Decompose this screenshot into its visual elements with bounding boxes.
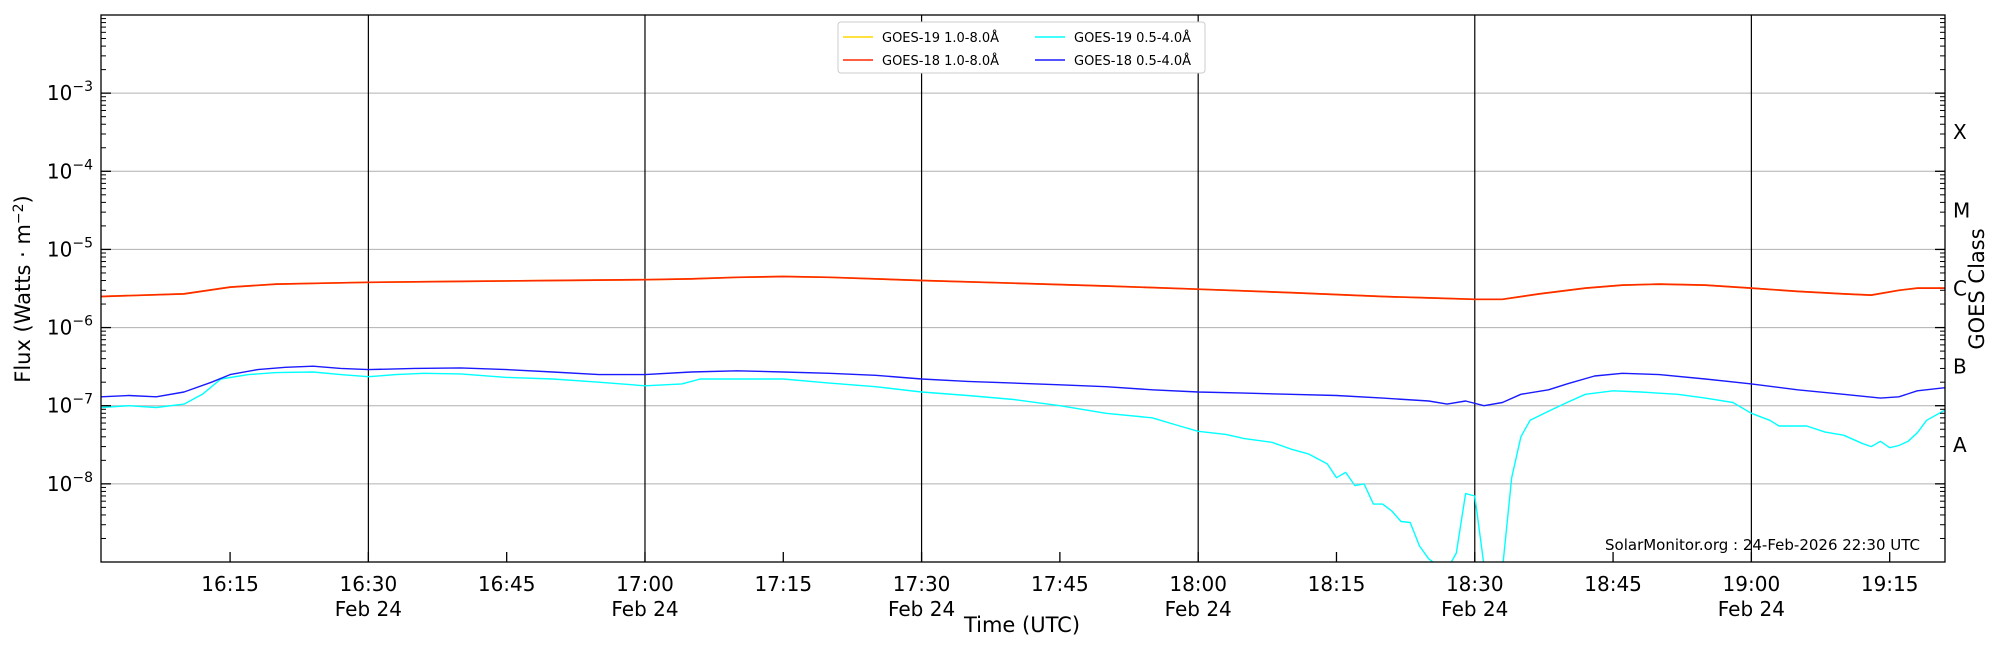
y-tick-exponent: −4 — [72, 157, 93, 173]
y-tick-label: 10−7 — [47, 392, 93, 418]
x-axis-title: Time (UTC) — [963, 613, 1080, 637]
y-tick-exponent: −3 — [72, 79, 93, 95]
y-tick-exponent: −5 — [72, 235, 93, 251]
legend-box — [837, 21, 1206, 74]
y-axis-ticks: 10−810−710−610−510−410−3 — [47, 18, 1945, 539]
watermark-text: SolarMonitor.org : 24-Feb-2026 22:30 UTC — [1605, 536, 1920, 554]
y-tick-base: 10 — [47, 159, 72, 183]
x-tick-date-label: Feb 24 — [1165, 597, 1232, 621]
y-tick-label: 10−3 — [47, 79, 93, 105]
y-tick-exponent: −7 — [72, 392, 93, 408]
series-line-3 — [101, 365, 1945, 407]
legend-label: GOES-19 0.5-4.0Å — [1074, 30, 1191, 46]
goes-class-label: B — [1953, 355, 1967, 379]
goes-class-label: A — [1953, 433, 1967, 457]
x-tick-label: 17:30 — [893, 572, 951, 596]
horizontal-gridlines — [101, 92, 1945, 485]
x-tick-label: 19:15 — [1861, 572, 1919, 596]
y-tick-base: 10 — [47, 237, 72, 261]
y-tick-base: 10 — [47, 472, 72, 496]
x-tick-label: 17:45 — [1031, 572, 1089, 596]
x-tick-date-label: Feb 24 — [1441, 597, 1508, 621]
x-tick-label: 16:45 — [478, 572, 536, 596]
x-tick-label: 18:15 — [1308, 572, 1366, 596]
x-tick-date-label: Feb 24 — [335, 597, 402, 621]
goes-class-label: M — [1953, 198, 1970, 222]
y-tick-label: 10−8 — [47, 470, 93, 496]
goes-class-labels: A B C M X — [1953, 120, 1970, 457]
y-tick-label: 10−4 — [47, 157, 93, 183]
y-axis-title-close: ) — [11, 195, 35, 203]
y-axis-title-text: Flux (Watts · m — [11, 224, 35, 383]
x-tick-date-label: Feb 24 — [1718, 597, 1785, 621]
series-line-1 — [101, 275, 1945, 301]
x-tick-date-label: Feb 24 — [611, 597, 678, 621]
x-tick-label: 16:30 — [340, 572, 398, 596]
legend-label: GOES-19 1.0-8.0Å — [882, 30, 999, 46]
x-tick-label: 17:15 — [754, 572, 812, 596]
legend-label: GOES-18 0.5-4.0Å — [1074, 53, 1191, 69]
x-tick-label: 17:00 — [616, 572, 674, 596]
y-tick-exponent: −6 — [72, 314, 93, 330]
y-tick-exponent: −8 — [72, 470, 93, 486]
goes-class-label: C — [1953, 277, 1967, 301]
legend: GOES-19 1.0-8.0Å GOES-18 1.0-8.0Å GOES-19 … — [837, 21, 1206, 74]
x-tick-label: 19:00 — [1723, 572, 1781, 596]
y-axis-title: Flux (Watts · m−2) — [11, 195, 35, 383]
x-tick-label: 16:15 — [201, 572, 259, 596]
y-tick-base: 10 — [47, 316, 72, 340]
y2-axis-title: GOES Class — [1965, 228, 1989, 349]
series-line-2 — [101, 371, 1945, 562]
goes-class-label: X — [1953, 120, 1967, 144]
series-layer — [101, 275, 1945, 562]
x-tick-label: 18:30 — [1446, 572, 1504, 596]
plot-frame — [100, 14, 1946, 563]
y-tick-base: 10 — [47, 394, 72, 418]
legend-label: GOES-18 1.0-8.0Å — [882, 53, 999, 69]
x-tick-date-label: Feb 24 — [888, 597, 955, 621]
y-tick-base: 10 — [47, 81, 72, 105]
y-axis-title-exponent: −2 — [11, 203, 27, 224]
x-tick-label: 18:45 — [1584, 572, 1642, 596]
y-tick-label: 10−6 — [47, 314, 93, 340]
x-tick-label: 18:00 — [1169, 572, 1227, 596]
y-tick-label: 10−5 — [47, 235, 93, 261]
